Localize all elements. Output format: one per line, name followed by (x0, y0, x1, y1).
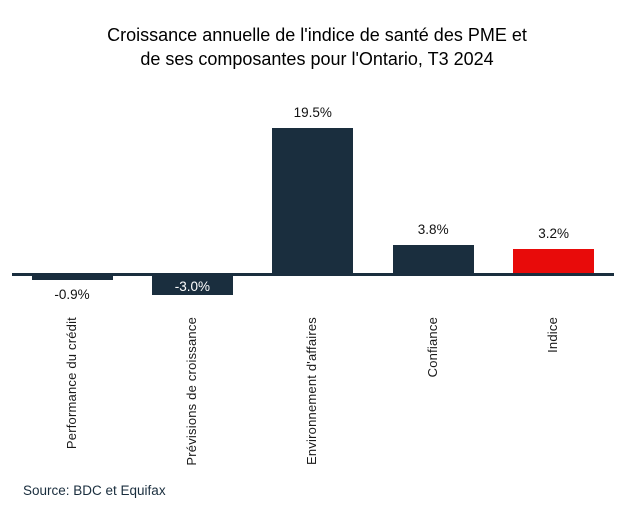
bar-value-label-environnement-d-affaires: 19.5% (293, 104, 332, 120)
bar-indice (513, 249, 595, 273)
x-tick-label-environnement-d-affaires: Environnement d'affaires (304, 317, 320, 465)
x-tick-label-previsions-de-croissance: Prévisions de croissance (183, 317, 199, 466)
x-axis-line (12, 273, 614, 276)
bar-value-label-confiance: 3.8% (417, 221, 449, 237)
x-tick-label-performance-du-credit: Performance du crédit (63, 317, 79, 450)
bar-confiance (392, 244, 474, 273)
bar-value-label-indice: 3.2% (538, 226, 569, 242)
chart-title-line-2: de ses composantes pour l'Ontario, T3 20… (140, 49, 494, 69)
bar-previsions-de-croissance (151, 273, 233, 296)
chart-title-line-1: Croissance annuelle de l'indice de santé… (107, 25, 527, 45)
chart-title: Croissance annuelle de l'indice de santé… (0, 23, 634, 71)
bar-environnement-d-affaires (272, 127, 354, 273)
source-note: Source: BDC et Equifax (23, 483, 166, 498)
x-tick-label-indice: Indice (545, 317, 561, 353)
x-tick-label-confiance: Confiance (424, 317, 440, 378)
bar-value-label-previsions-de-croissance: -3.0% (174, 279, 211, 295)
bar-performance-du-credit (31, 273, 113, 280)
bar-value-label-performance-du-credit: -0.9% (54, 286, 90, 302)
